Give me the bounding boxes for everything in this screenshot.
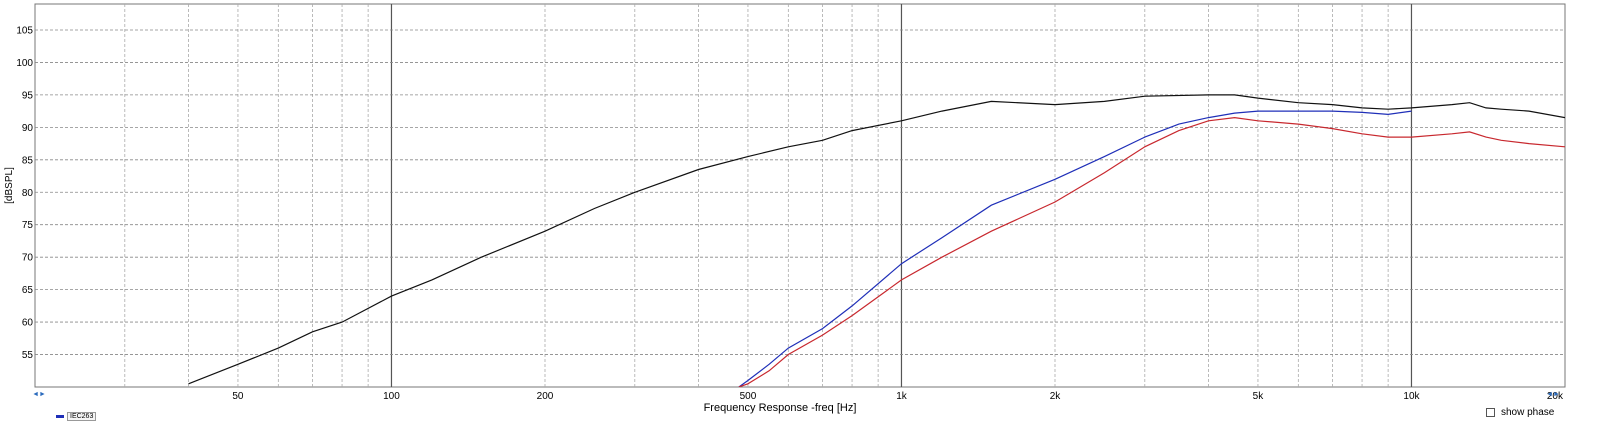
legend-swatch (56, 415, 64, 418)
y-tick-label: 85 (22, 155, 34, 166)
y-tick-label: 90 (22, 123, 34, 134)
axis-scroll-arrow-icon: ◄► (32, 391, 46, 398)
x-tick-label: 10k (1403, 391, 1420, 402)
x-tick-label: 100 (383, 391, 400, 402)
y-axis-label: [dBSPL] (4, 167, 15, 204)
legend-label: IEC263 (67, 412, 97, 421)
y-tick-label: 95 (22, 90, 34, 101)
plot-area (34, 3, 1566, 388)
y-tick-label: 105 (16, 25, 33, 36)
show-phase-toggle[interactable]: show phase (1486, 407, 1554, 418)
x-tick-label: 2k (1050, 391, 1062, 402)
axis-scroll-arrow-icon: ◄► (1546, 391, 1560, 398)
y-tick-label: 100 (16, 58, 33, 69)
show-phase-label: show phase (1501, 407, 1555, 418)
series-line-1 (188, 94, 1565, 385)
y-tick-label: 70 (22, 253, 34, 264)
legend-chip: IEC263 (56, 412, 97, 421)
x-tick-label: 200 (537, 391, 554, 402)
y-tick-label: 75 (22, 220, 34, 231)
series-line-3 (738, 116, 1565, 387)
show-phase-checkbox[interactable] (1486, 408, 1495, 417)
x-tick-label: 50 (232, 391, 244, 402)
y-tick-label: 55 (22, 350, 34, 361)
series-line-2 (738, 110, 1412, 387)
y-tick-label: 65 (22, 285, 34, 296)
y-tick-label: 80 (22, 188, 34, 199)
x-tick-label: 5k (1253, 391, 1265, 402)
y-tick-label: 60 (22, 318, 34, 329)
x-tick-label: 1k (896, 391, 908, 402)
x-tick-label: 500 (740, 391, 757, 402)
x-axis-label: Frequency Response -freq [Hz] (704, 402, 857, 414)
x-tick-label: 20k (1547, 391, 1564, 402)
